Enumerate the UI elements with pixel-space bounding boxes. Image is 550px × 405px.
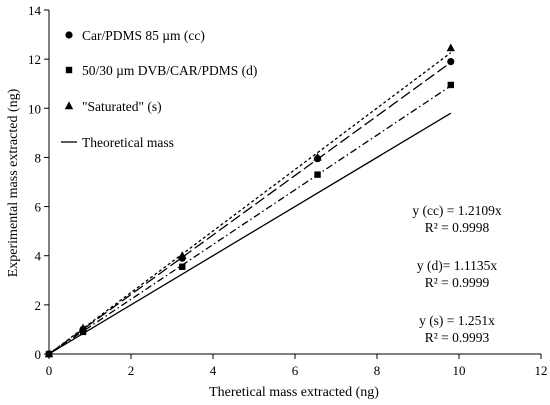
annotation-equation-1: y (d)= 1.1135x bbox=[417, 258, 497, 273]
x-tick-label: 0 bbox=[46, 363, 53, 378]
annotation-r2-1: R² = 0.9999 bbox=[425, 275, 490, 290]
trendlines bbox=[48, 52, 452, 355]
legend-label-0: Car/PDMS 85 µm (cc) bbox=[82, 28, 205, 43]
legend-marker-0 bbox=[65, 31, 73, 39]
legend-label-1: 50/30 µm DVB/CAR/PDMS (d) bbox=[82, 63, 257, 78]
y-tick-label: 12 bbox=[28, 52, 41, 67]
data-point-series-2 bbox=[78, 323, 88, 332]
legend-label-3: Theoretical mass bbox=[82, 135, 174, 150]
legend: Car/PDMS 85 µm (cc) 50/30 µm DVB/CAR/PDMS… bbox=[61, 28, 257, 150]
x-tick-label: 8 bbox=[374, 363, 381, 378]
trendline-series-0 bbox=[48, 61, 452, 355]
data-point-series-1 bbox=[314, 171, 321, 178]
trendline-series-1 bbox=[48, 85, 452, 355]
legend-marker-1 bbox=[65, 66, 73, 74]
equation-annotations: y (cc) = 1.2109x R² = 0.9998 y (d)= 1.1135… bbox=[412, 203, 502, 345]
annotation-equation-0: y (cc) = 1.2109x bbox=[412, 203, 502, 218]
x-tick-label: 10 bbox=[453, 363, 466, 378]
y-tick-label: 2 bbox=[35, 298, 42, 313]
y-tick-label: 14 bbox=[28, 3, 42, 18]
y-axis-title: Experimental mass extracted (ng) bbox=[6, 88, 21, 277]
legend-marker-2 bbox=[64, 101, 74, 110]
y-tick-label: 4 bbox=[35, 249, 42, 264]
y-tick-label: 8 bbox=[35, 150, 42, 165]
data-point-series-2 bbox=[313, 152, 322, 161]
data-point-series-1 bbox=[447, 81, 454, 89]
data-point-series-1 bbox=[79, 328, 87, 336]
annotation-equation-2: y (s) = 1.251x bbox=[419, 313, 495, 328]
axes: 0 2 4 6 8 10 12 0 2 4 6 8 10 12 14 bbox=[28, 3, 548, 378]
x-tick-label: 4 bbox=[210, 363, 217, 378]
x-tick-label: 6 bbox=[292, 363, 299, 378]
annotation-r2-0: R² = 0.9998 bbox=[425, 220, 490, 235]
y-tick-label: 6 bbox=[35, 200, 42, 215]
trendline-series-2 bbox=[48, 52, 452, 355]
x-axis-title: Theretical mass extracted (ng) bbox=[209, 385, 379, 400]
data-point-series-0 bbox=[447, 58, 455, 66]
y-tick-label: 10 bbox=[28, 101, 41, 116]
legend-label-2: "Saturated" (s) bbox=[82, 99, 162, 114]
x-tick-label: 2 bbox=[128, 363, 135, 378]
x-tick-label: 12 bbox=[535, 363, 548, 378]
data-point-series-2 bbox=[178, 251, 187, 259]
data-point-series-2 bbox=[446, 43, 455, 52]
trendline-series-3 bbox=[48, 112, 452, 355]
data-markers bbox=[44, 43, 455, 358]
data-point-series-2 bbox=[44, 349, 54, 358]
data-point-series-1 bbox=[179, 263, 186, 270]
annotation-r2-2: R² = 0.9993 bbox=[425, 330, 490, 345]
y-tick-label: 0 bbox=[35, 347, 42, 362]
